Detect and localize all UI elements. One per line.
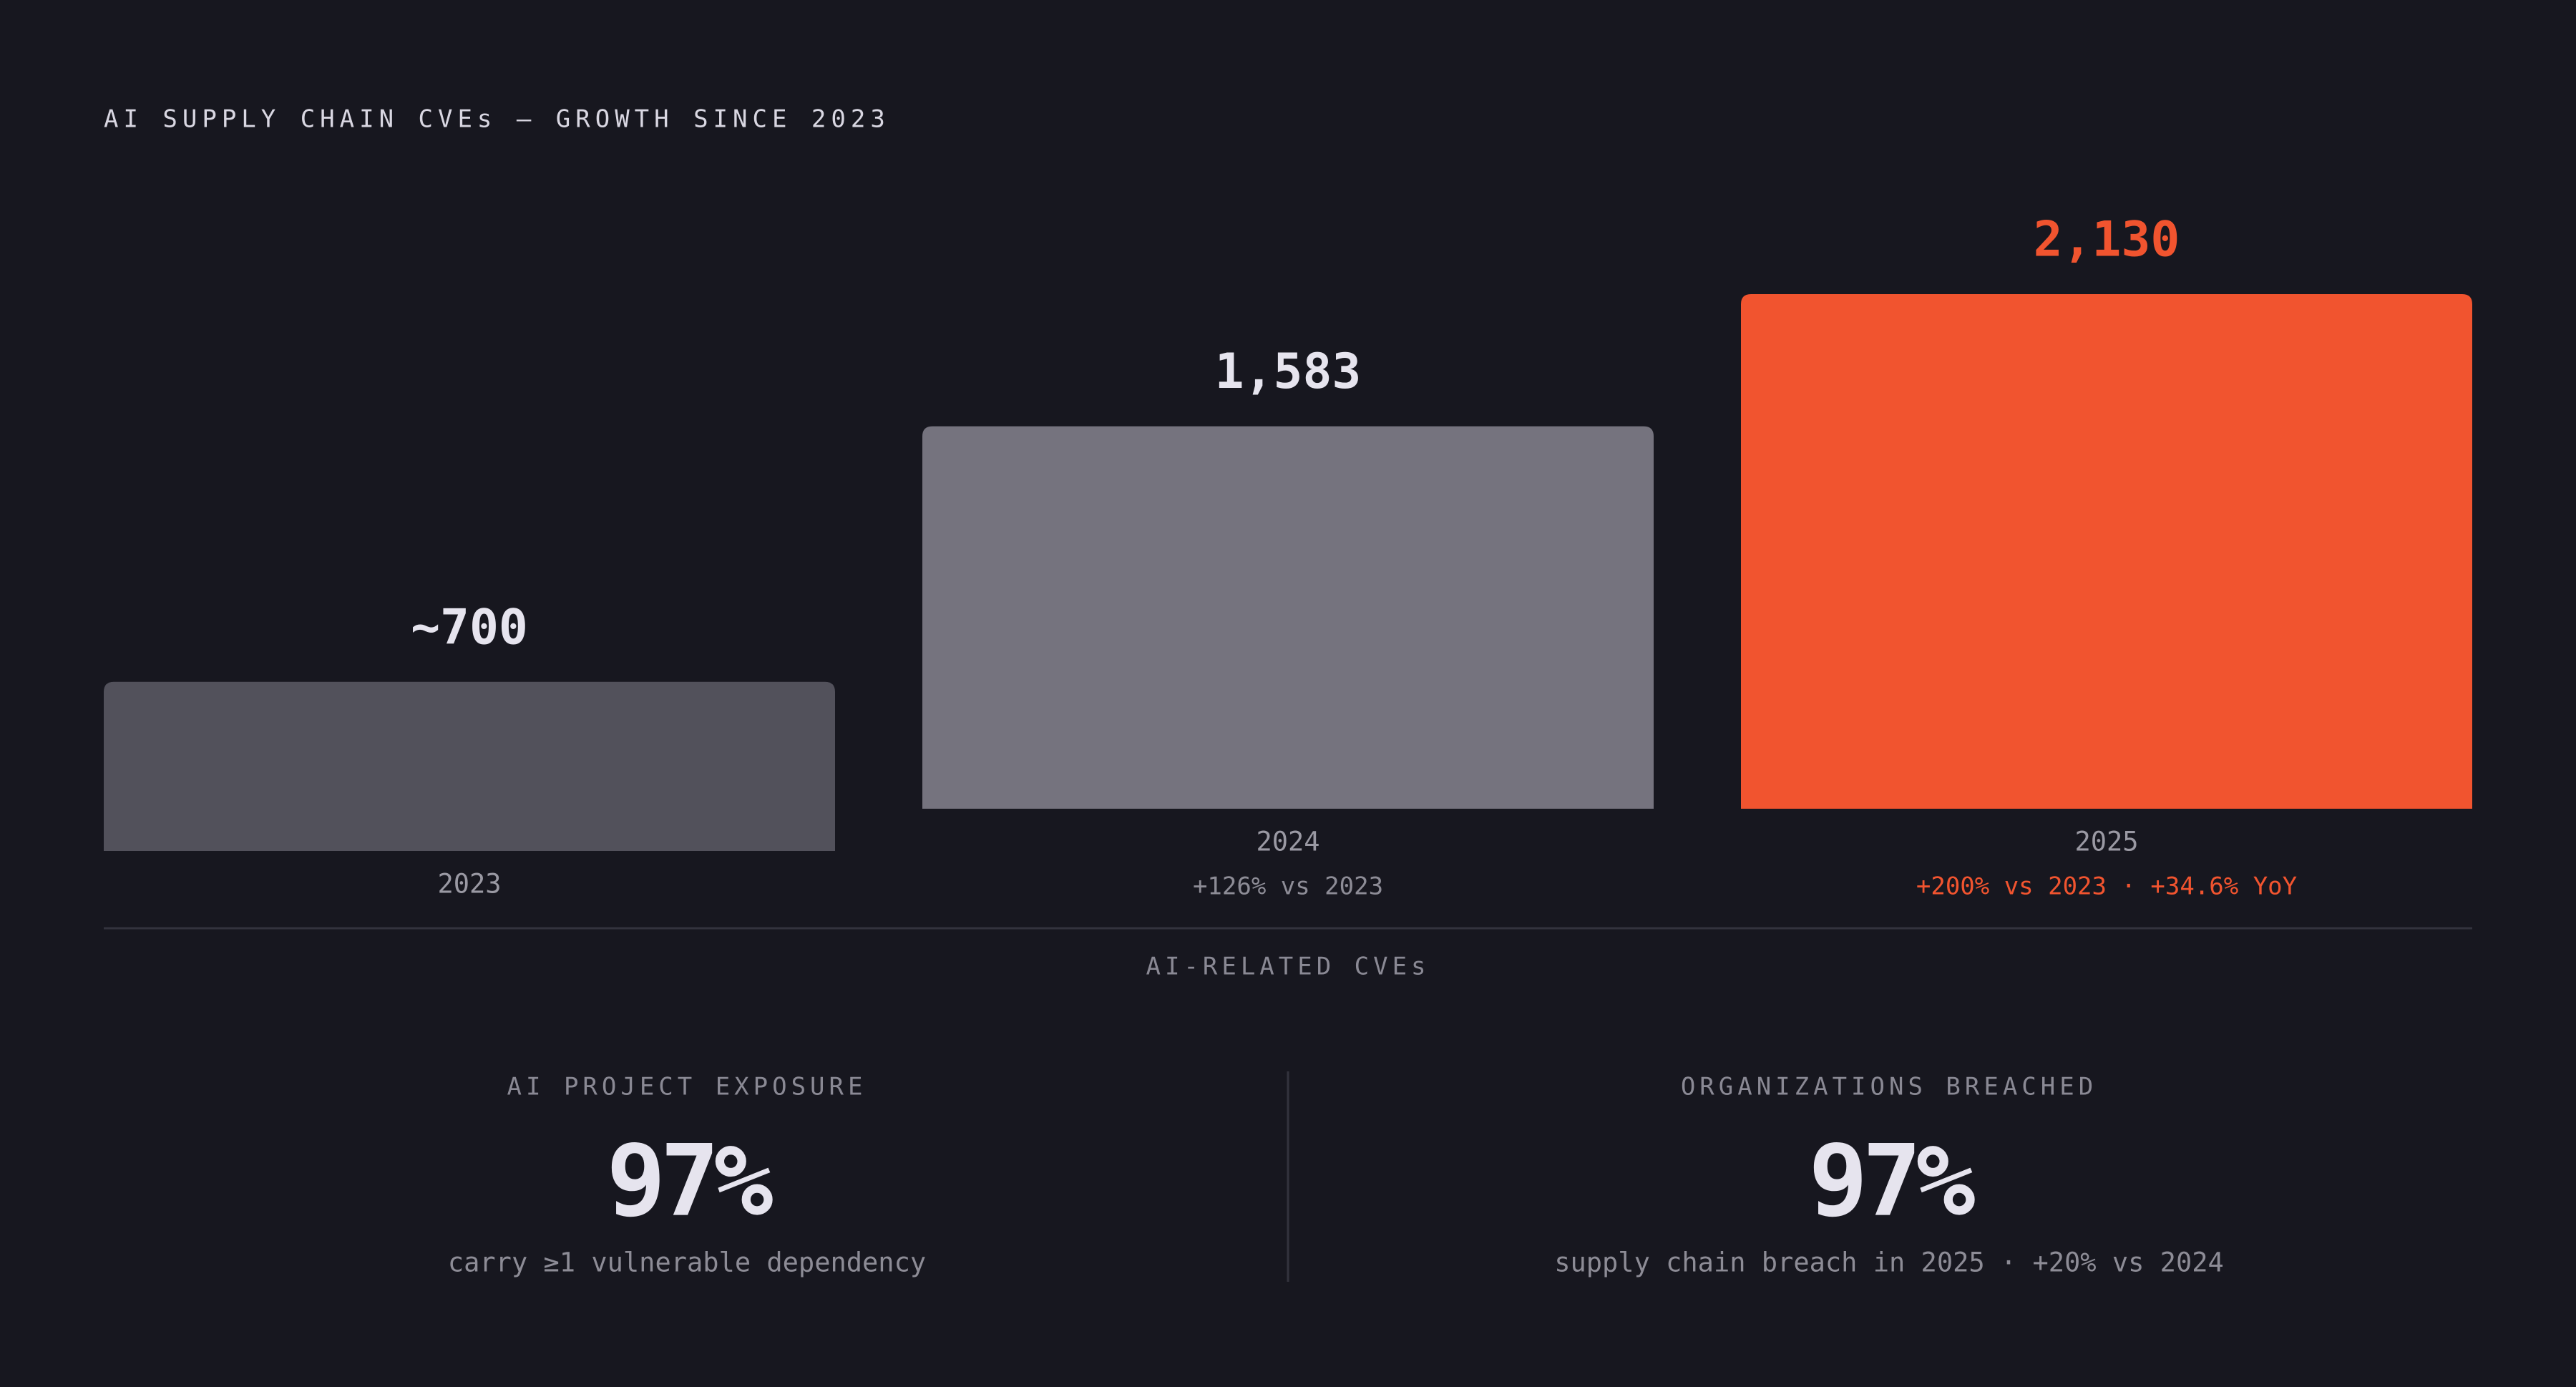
stat-caption: carry ≥1 vulnerable dependency (448, 1247, 926, 1278)
bar (1741, 294, 2472, 809)
stat-heading: ORGANIZATIONS BREACHED (1681, 1073, 2097, 1101)
bar (922, 426, 1654, 809)
x-tick-label: 2024 (1256, 827, 1319, 857)
x-axis-label: AI-RELATED CVEs (1146, 953, 1430, 981)
bar (104, 681, 835, 851)
stat-value: 97% (1808, 1124, 1975, 1239)
value-label: ~700 (411, 599, 528, 656)
value-label: 2,130 (2034, 212, 2180, 268)
x-tick-label: 2023 (437, 869, 501, 900)
stat-heading: AI PROJECT EXPOSURE (507, 1073, 867, 1101)
value-label: 1,583 (1215, 344, 1362, 400)
stat-caption: supply chain breach in 2025 · +20% vs 20… (1554, 1247, 2224, 1278)
chart-title: AI SUPPLY CHAIN CVEs — GROWTH SINCE 2023 (104, 105, 890, 134)
bar-note: +126% vs 2023 (1193, 872, 1383, 901)
bar-note: +200% vs 2023 · +34.6% YoY (1916, 872, 2297, 901)
x-tick-label: 2025 (2074, 827, 2138, 857)
stat-value: 97% (606, 1124, 773, 1239)
